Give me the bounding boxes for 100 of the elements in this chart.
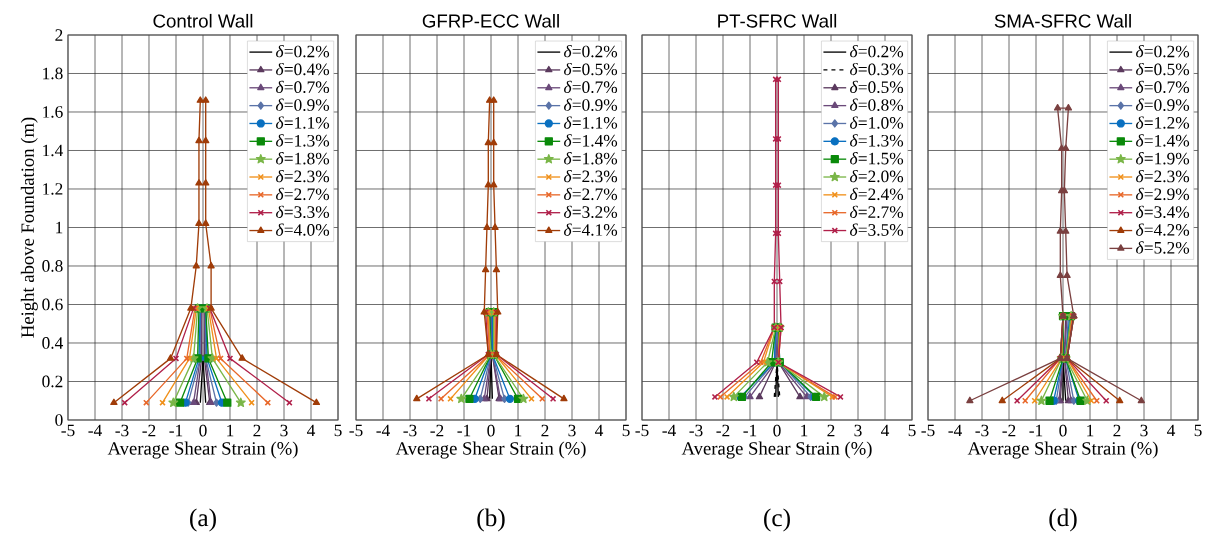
text: (d) (1049, 508, 1077, 532)
x-tick-label: 1 (1087, 424, 1094, 437)
legend-label: δ=0.2% (850, 45, 904, 58)
x-tick-label: -5 (349, 424, 363, 437)
legend-label: δ=2.4% (850, 187, 904, 201)
legend-label: δ=4.0% (276, 223, 330, 236)
legend-label: δ=1.4% (564, 134, 618, 147)
y-tick-label: 0.6 (42, 298, 63, 311)
legend-label: δ=4.2% (1136, 223, 1190, 236)
chart-title: SMA-SFRC Wall (994, 13, 1131, 28)
x-tick-label: 2 (541, 424, 549, 437)
text: (c) (764, 508, 790, 532)
chart-title: GFRP-ECC Wall (422, 13, 559, 28)
legend-label: δ=0.2% (564, 45, 618, 58)
legend-label: δ=0.8% (850, 98, 904, 111)
legend-label: δ=2.7% (564, 187, 618, 201)
legend-label: δ=0.3% (850, 62, 904, 76)
x-tick-label: 5 (622, 424, 630, 437)
x-tick-label: 5 (334, 424, 342, 437)
legend-label: δ=0.7% (276, 80, 330, 94)
x-tick-label: -4 (948, 424, 962, 437)
x-tick-label: 2 (1113, 424, 1121, 437)
x-tick-label: -1 (169, 424, 183, 437)
text: (b) (477, 508, 505, 532)
y-tick-label: 1.8 (43, 67, 63, 80)
x-tick-label: -4 (88, 424, 102, 437)
legend-label: δ=1.0% (850, 116, 904, 129)
x-tick-label: -1 (1029, 424, 1043, 437)
x-tick-label: 4 (307, 424, 316, 437)
legend-label: δ=3.3% (276, 205, 330, 219)
legend-label: δ=1.3% (276, 134, 330, 147)
x-tick-label: 1 (801, 424, 808, 437)
x-tick-label: -3 (115, 424, 129, 437)
x-tick-label: -2 (716, 424, 730, 437)
legend-label: δ=2.0% (850, 169, 904, 183)
x-tick-label: 3 (1140, 424, 1148, 437)
x-tick-label: -3 (403, 424, 417, 437)
legend-label: δ=1.8% (276, 152, 330, 165)
x-tick-label: 3 (568, 424, 576, 437)
legend-label: δ=0.2% (276, 45, 330, 58)
legend-label: δ=0.9% (564, 98, 618, 111)
x-tick-label: -2 (142, 424, 156, 437)
legend-label: δ=0.5% (564, 62, 618, 76)
x-tick-label: -5 (921, 424, 935, 437)
legend-label: δ=0.7% (1136, 80, 1190, 94)
y-tick-label: 1.6 (43, 106, 63, 118)
x-tick-label: 5 (908, 424, 916, 437)
y-tick-label: 2 (55, 29, 63, 41)
legend-label: δ=1.9% (1136, 152, 1190, 165)
x-tick-label: -2 (1002, 424, 1016, 437)
y-tick-label: 0 (55, 414, 63, 426)
legend-label: δ=5.2% (1136, 241, 1190, 254)
legend-label: δ=2.7% (276, 187, 330, 201)
x-tick-label: 4 (1167, 424, 1176, 437)
x-tick-label: -4 (662, 424, 676, 437)
legend-label: δ=1.1% (564, 116, 618, 129)
y-tick-label: 1.4 (43, 144, 64, 157)
legend-label: δ=0.9% (1136, 98, 1190, 111)
legend-label: δ=4.1% (564, 223, 618, 236)
x-tick-label: 0 (1059, 424, 1067, 437)
x-tick-label: 4 (595, 424, 604, 437)
x-tick-label: -1 (743, 424, 757, 437)
legend-label: δ=2.3% (1136, 169, 1190, 183)
legend-label: δ=1.2% (1136, 116, 1190, 129)
x-axis-title: Average Shear Strain (%) (395, 441, 586, 459)
legend-label: δ=0.5% (850, 80, 904, 94)
x-tick-label: -3 (689, 424, 703, 437)
x-tick-label: 2 (253, 424, 261, 437)
x-tick-label: -3 (975, 424, 989, 437)
legend-label: δ=1.3% (850, 134, 904, 147)
legend-label: δ=0.2% (1136, 45, 1190, 58)
legend-label: δ=0.9% (276, 98, 330, 111)
legend-label: δ=0.4% (276, 62, 330, 76)
text: (a) (190, 508, 216, 532)
x-tick-label: 1 (515, 424, 522, 437)
legend-label: δ=3.5% (850, 223, 904, 236)
y-tick-label: 0.4 (42, 337, 64, 349)
x-tick-label: 3 (280, 424, 288, 437)
x-tick-label: 4 (881, 424, 890, 437)
x-tick-label: -5 (635, 424, 649, 437)
y-tick-label: 0.2 (42, 375, 63, 388)
legend-label: δ=2.3% (564, 169, 618, 183)
x-tick-label: 0 (773, 424, 781, 437)
x-tick-label: -4 (376, 424, 390, 437)
legend-label: δ=2.7% (850, 205, 904, 219)
x-tick-label: -5 (61, 424, 75, 437)
legend-label: δ=1.1% (276, 116, 330, 129)
chart-title: Control Wall (153, 13, 253, 28)
legend-label: δ=2.9% (1136, 187, 1190, 201)
legend-label: δ=3.4% (1136, 205, 1190, 219)
legend-label: δ=3.2% (564, 205, 618, 219)
legend-label: δ=1.5% (850, 152, 904, 165)
x-axis-title: Average Shear Strain (%) (967, 441, 1158, 459)
legend-label: δ=1.8% (564, 152, 618, 165)
legend-label: δ=2.3% (276, 169, 330, 183)
x-tick-label: -1 (457, 424, 471, 437)
x-tick-label: 0 (199, 424, 207, 437)
legend-label: δ=0.5% (1136, 62, 1190, 76)
legend-label: δ=0.7% (564, 80, 618, 94)
y-axis-title: Height above Foundation (m) (20, 117, 38, 338)
